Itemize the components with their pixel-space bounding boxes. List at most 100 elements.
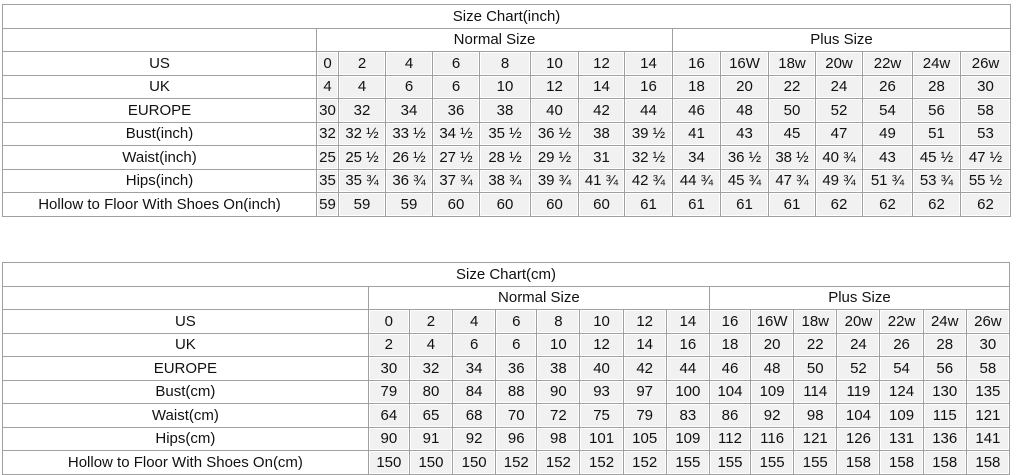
size-value-cell: 135: [965, 379, 1011, 404]
size-value-cell: 12: [530, 74, 579, 99]
size-value-cell: 36 ½: [720, 145, 769, 170]
group-header: Normal Size: [316, 27, 673, 52]
size-value-cell: 75: [579, 403, 624, 428]
size-value-cell: 136: [922, 426, 967, 451]
size-value-cell: 104: [836, 403, 881, 428]
group-header: Plus Size: [708, 285, 1011, 310]
size-value-cell: 84: [452, 379, 497, 404]
size-value-cell: 152: [579, 450, 624, 475]
size-value-cell: 158: [836, 450, 881, 475]
size-value-cell: 90: [536, 379, 581, 404]
size-value-cell: 51 ¾: [862, 168, 913, 193]
row-label: Hips(inch): [2, 168, 317, 193]
size-value-cell: 10: [579, 309, 624, 334]
size-value-cell: 24w: [922, 309, 967, 334]
size-value-cell: 38 ½: [768, 145, 816, 170]
size-value-cell: 36: [495, 356, 538, 381]
row-label: UK: [2, 74, 317, 99]
size-value-cell: 79: [622, 403, 667, 428]
size-value-cell: 62: [912, 192, 961, 217]
empty-header-cell: [2, 27, 317, 52]
size-value-cell: 26: [862, 74, 913, 99]
size-value-cell: 16: [672, 51, 721, 76]
size-value-cell: 109: [750, 379, 795, 404]
size-value-cell: 130: [922, 379, 967, 404]
size-value-cell: 40: [530, 98, 579, 123]
size-value-cell: 152: [536, 450, 581, 475]
size-value-cell: 68: [452, 403, 497, 428]
table-row: UK 4 4 6 6 10 12 14 16 18 20 22 24 26 28 30: [2, 74, 1012, 99]
size-value-cell: 28: [922, 332, 967, 357]
row-label: Hollow to Floor With Shoes On(cm): [2, 450, 369, 475]
size-value-cell: 6: [495, 332, 538, 357]
size-value-cell: 35 ¾: [338, 168, 386, 193]
size-chart-inch-table: Size Chart(inch) Normal Size Plus Size US 0 2…: [1, 4, 1012, 217]
size-value-cell: 109: [665, 426, 710, 451]
row-label: EUROPE: [2, 356, 369, 381]
size-value-cell: 88: [495, 379, 538, 404]
size-value-cell: 26: [879, 332, 924, 357]
size-value-cell: 58: [965, 356, 1011, 381]
size-value-cell: 59: [338, 192, 386, 217]
size-value-cell: 116: [750, 426, 795, 451]
size-value-cell: 59: [385, 192, 433, 217]
size-value-cell: 152: [495, 450, 538, 475]
size-value-cell: 38 ¾: [479, 168, 531, 193]
size-value-cell: 41 ¾: [578, 168, 625, 193]
size-value-cell: 22: [768, 74, 816, 99]
size-value-cell: 141: [965, 426, 1011, 451]
table-row: Hollow to Floor With Shoes On(cm) 150 150 1…: [2, 450, 1011, 475]
size-value-cell: 20w: [836, 309, 881, 334]
size-value-cell: 92: [750, 403, 795, 428]
size-value-cell: 72: [536, 403, 581, 428]
size-value-cell: 18: [708, 332, 752, 357]
table-title: Size Chart(cm): [2, 262, 1010, 287]
size-value-cell: 158: [879, 450, 924, 475]
size-value-cell: 158: [965, 450, 1011, 475]
size-value-cell: 30: [965, 332, 1011, 357]
row-label: UK: [2, 332, 369, 357]
size-value-cell: 29 ½: [530, 145, 579, 170]
size-value-cell: 24w: [912, 51, 961, 76]
size-value-cell: 60: [479, 192, 531, 217]
row-label: Hips(cm): [2, 426, 369, 451]
size-value-cell: 61: [672, 192, 721, 217]
size-value-cell: 54: [862, 98, 913, 123]
size-value-cell: 8: [479, 51, 531, 76]
row-label: US: [2, 309, 369, 334]
size-value-cell: 35: [316, 168, 339, 193]
size-value-cell: 92: [452, 426, 497, 451]
size-value-cell: 98: [536, 426, 581, 451]
table-row: Bust(inch) 32 32 ½ 33 ½ 34 ½ 35 ½ 36 ½ 38 39 ½ 41…: [2, 121, 1012, 146]
group-header: Normal Size: [367, 285, 710, 310]
size-value-cell: 18w: [768, 51, 816, 76]
size-value-cell: 124: [879, 379, 924, 404]
size-value-cell: 38: [479, 98, 531, 123]
size-value-cell: 18: [672, 74, 721, 99]
title-row: Size Chart(cm): [2, 262, 1010, 287]
size-value-cell: 101: [579, 426, 624, 451]
size-value-cell: 44: [624, 98, 673, 123]
size-value-cell: 51: [912, 121, 961, 146]
size-value-cell: 90: [367, 426, 410, 451]
size-value-cell: 24: [836, 332, 881, 357]
size-value-cell: 115: [922, 403, 967, 428]
size-value-cell: 121: [793, 426, 838, 451]
title-row: Size Chart(inch): [1, 4, 1012, 29]
size-value-cell: 104: [708, 379, 752, 404]
size-value-cell: 60: [578, 192, 625, 217]
size-value-cell: 6: [432, 51, 480, 76]
size-value-cell: 12: [622, 309, 667, 334]
size-value-cell: 46: [672, 98, 721, 123]
row-label: Hollow to Floor With Shoes On(inch): [2, 192, 317, 217]
group-header-row: Normal Size Plus Size: [2, 27, 1012, 52]
size-value-cell: 16: [624, 74, 673, 99]
size-value-cell: 30: [316, 98, 339, 123]
size-value-cell: 93: [579, 379, 624, 404]
size-value-cell: 97: [622, 379, 667, 404]
size-value-cell: 6: [452, 332, 497, 357]
size-value-cell: 100: [665, 379, 710, 404]
size-value-cell: 14: [578, 74, 625, 99]
size-value-cell: 6: [385, 74, 433, 99]
size-value-cell: 48: [720, 98, 769, 123]
